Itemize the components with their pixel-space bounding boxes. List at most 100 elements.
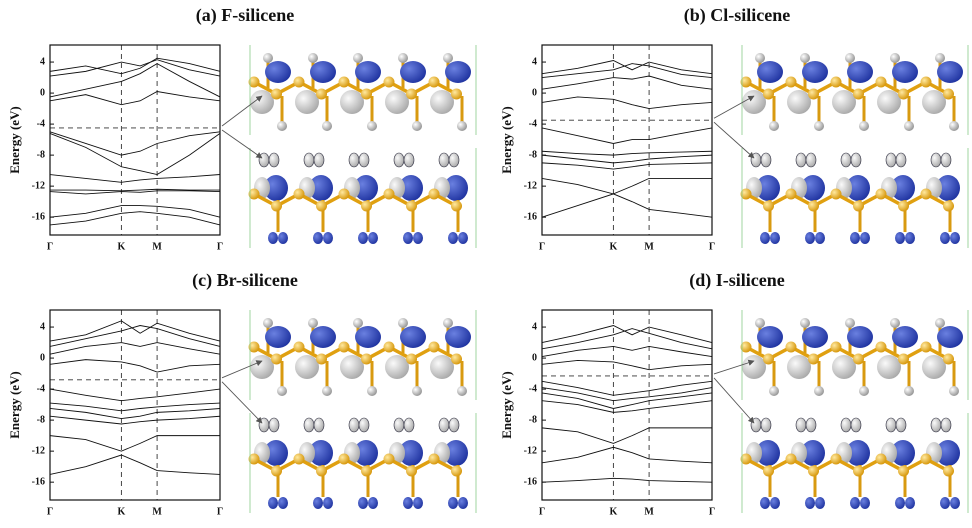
lobe — [268, 497, 278, 509]
band — [50, 416, 220, 424]
atom — [831, 77, 842, 88]
lobe — [877, 90, 901, 114]
atom — [271, 89, 282, 100]
atom — [876, 189, 887, 200]
atom — [935, 53, 945, 63]
y-tick-label: -16 — [32, 476, 45, 487]
lobe — [323, 232, 333, 244]
lobe — [394, 418, 404, 432]
band — [542, 155, 712, 163]
atom — [398, 318, 408, 328]
y-tick-label: 4 — [40, 321, 45, 332]
atom — [406, 201, 417, 212]
lobe — [787, 90, 811, 114]
atom — [876, 454, 887, 465]
lobe — [805, 497, 815, 509]
lobe — [250, 355, 274, 379]
atom — [800, 53, 810, 63]
arrow — [714, 122, 754, 158]
atom — [412, 386, 422, 396]
lobe — [448, 232, 458, 244]
x-tick-label: Γ — [47, 241, 53, 252]
y-tick-label: -4 — [37, 383, 45, 394]
lobe — [905, 232, 915, 244]
lobe — [259, 153, 269, 167]
atom — [935, 318, 945, 328]
band — [542, 428, 712, 444]
lobe — [430, 355, 454, 379]
atom — [786, 454, 797, 465]
x-tick-label: Γ — [47, 506, 53, 517]
atom — [457, 386, 467, 396]
band — [542, 194, 712, 217]
band — [50, 175, 220, 183]
y-axis-label: Energy (eV) — [7, 106, 22, 174]
atom — [859, 386, 869, 396]
band — [50, 408, 220, 418]
band — [50, 191, 220, 194]
band — [50, 389, 220, 401]
panel-title: (d) I-silicene — [689, 270, 784, 291]
band — [542, 447, 712, 463]
y-tick-label: 0 — [532, 352, 537, 363]
band — [50, 360, 220, 372]
lobe — [449, 153, 459, 167]
lobe — [805, 232, 815, 244]
atom — [853, 89, 864, 100]
lobe — [269, 153, 279, 167]
structure — [249, 148, 477, 248]
lobe — [385, 90, 409, 114]
lobe — [937, 61, 963, 83]
atom — [921, 189, 932, 200]
lobe — [796, 418, 806, 432]
atom — [361, 201, 372, 212]
lobe — [349, 153, 359, 167]
band — [542, 478, 712, 482]
atom — [339, 454, 350, 465]
atom — [769, 121, 779, 131]
lobe — [304, 418, 314, 432]
lobe — [770, 232, 780, 244]
band — [542, 326, 712, 343]
atom — [814, 121, 824, 131]
y-tick-label: 4 — [532, 56, 537, 67]
atom — [763, 89, 774, 100]
y-tick-label: 0 — [532, 87, 537, 98]
atom — [353, 318, 363, 328]
atom — [277, 121, 287, 131]
lobe — [931, 418, 941, 432]
atom — [921, 342, 932, 353]
lobe — [359, 153, 369, 167]
band — [542, 97, 712, 109]
atom — [831, 454, 842, 465]
atom — [904, 121, 914, 131]
x-tick-label: M — [644, 241, 654, 252]
y-tick-label: -8 — [529, 149, 537, 160]
atom — [853, 354, 864, 365]
atom — [786, 189, 797, 200]
structure — [741, 310, 969, 400]
lobe — [413, 232, 423, 244]
plot-frame — [542, 45, 712, 235]
x-tick-label: M — [644, 506, 654, 517]
atom — [876, 342, 887, 353]
atom — [361, 89, 372, 100]
lobe — [941, 418, 951, 432]
atom — [429, 189, 440, 200]
atom — [890, 318, 900, 328]
atom — [429, 342, 440, 353]
y-tick-label: -12 — [32, 445, 45, 456]
y-tick-label: -8 — [37, 414, 45, 425]
lobe — [445, 326, 471, 348]
atom — [451, 89, 462, 100]
lobe — [751, 153, 761, 167]
atom — [308, 53, 318, 63]
x-tick-label: Γ — [539, 506, 545, 517]
atom — [457, 121, 467, 131]
atom — [367, 121, 377, 131]
atom — [763, 354, 774, 365]
panel: (d) I-siliceneEnergy (eV)40-4-8-12-16ΓKM… — [499, 270, 968, 517]
lobe — [304, 153, 314, 167]
band — [50, 206, 220, 218]
